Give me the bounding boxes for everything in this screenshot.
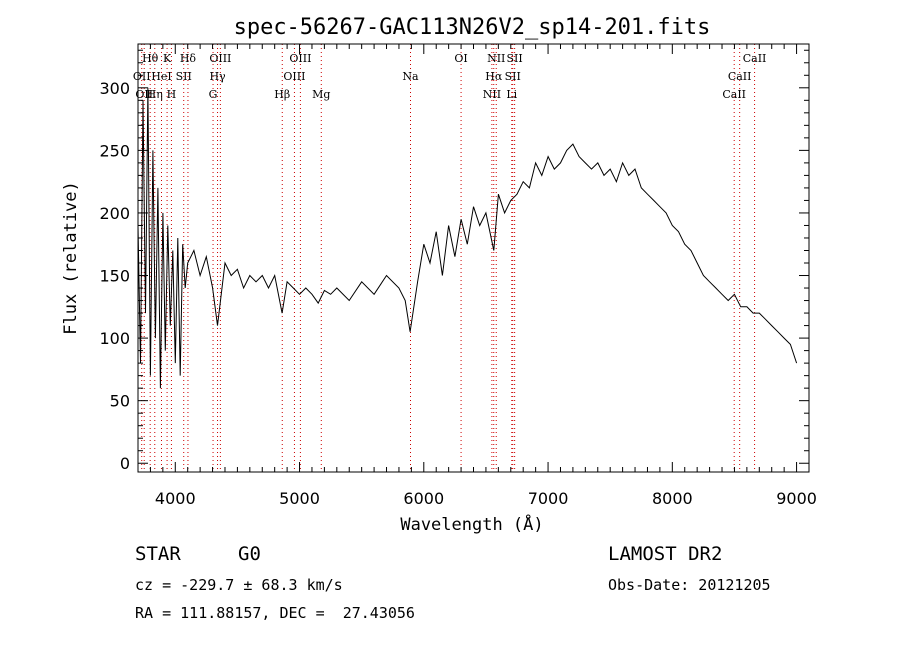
spectral-line-label: CaII [728, 70, 752, 83]
y-tick-label: 300 [99, 79, 130, 98]
spectral-line-label: K [163, 52, 172, 65]
spectral-line-label: HeI [151, 70, 171, 83]
spectral-line-label: Hθ [142, 52, 159, 65]
spectral-line-label: OI [454, 52, 467, 65]
spectral-line-label: OII [133, 70, 151, 83]
spectral-line-label: OIII [209, 52, 231, 65]
spectral-line-label: Mg [312, 88, 330, 101]
spectral-line-label: Hη [147, 88, 163, 101]
y-axis-label: Flux (relative) [61, 181, 81, 335]
spectral-line-label: OIII [289, 52, 311, 65]
spectral-line-label: Hβ [274, 88, 290, 101]
x-tick-label: 5000 [279, 489, 320, 508]
x-axis-ticks: 4000 5000 6000 7000 8000 9000 [137, 44, 817, 508]
x-tick-label: 7000 [528, 489, 569, 508]
survey-label: LAMOST DR2 [608, 543, 723, 565]
y-tick-label: 150 [99, 267, 130, 286]
spectral-line-label: CaII [722, 88, 746, 101]
x-axis-label: Wavelength (Å) [400, 513, 543, 535]
x-tick-label: 9000 [776, 489, 817, 508]
y-tick-label: 250 [99, 141, 130, 160]
y-tick-label: 200 [99, 204, 130, 223]
spectral-line-label: H [167, 88, 177, 101]
spectral-line-label: OIII [283, 70, 305, 83]
spectral-line-label: Na [402, 70, 419, 83]
chart-title: spec-56267-GAC113N26V2_sp14-201.fits [234, 15, 711, 40]
spectral-line-label: Li [506, 88, 517, 101]
y-tick-label: 100 [99, 329, 130, 348]
y-tick-label: 50 [110, 392, 130, 411]
y-tick-label: 0 [120, 454, 130, 473]
x-tick-label: 6000 [403, 489, 444, 508]
spectral-line-label: SII [176, 70, 192, 83]
spectral-line-label: SII [507, 52, 523, 65]
spectral-line-label: OII [135, 88, 153, 101]
y-axis-ticks: 0 50 100 150 200 250 300 [99, 49, 809, 473]
plot-frame [137, 43, 810, 473]
spectral-line-label: Hα [485, 70, 503, 83]
object-type: STAR [135, 543, 181, 565]
spectral-line-label: SII [505, 70, 521, 83]
spectral-line-label: NII [483, 88, 501, 101]
spectral-line-markers [141, 44, 756, 472]
x-tick-label: 4000 [155, 489, 196, 508]
spectral-line-label: CaII [743, 52, 767, 65]
subclass: G0 [238, 543, 261, 565]
spectral-line-labels: OII OII Hθ Hη HeI K H SII Hδ Hγ G OIII Hβ OIII OIII Mg N… [133, 52, 767, 101]
spectral-line-label: Hγ [209, 70, 226, 83]
spectral-line-label: G [209, 88, 218, 101]
spectral-line-label: Hδ [180, 52, 197, 65]
spectral-line-label: NII [487, 52, 505, 65]
obs-date: Obs-Date: 20121205 [608, 576, 771, 594]
coordinates: RA = 111.88157, DEC = 27.43056 [135, 604, 415, 622]
spectrum-series-line [137, 87, 798, 389]
redshift-velocity: cz = -229.7 ± 68.3 km/s [135, 576, 343, 594]
x-tick-label: 8000 [652, 489, 693, 508]
